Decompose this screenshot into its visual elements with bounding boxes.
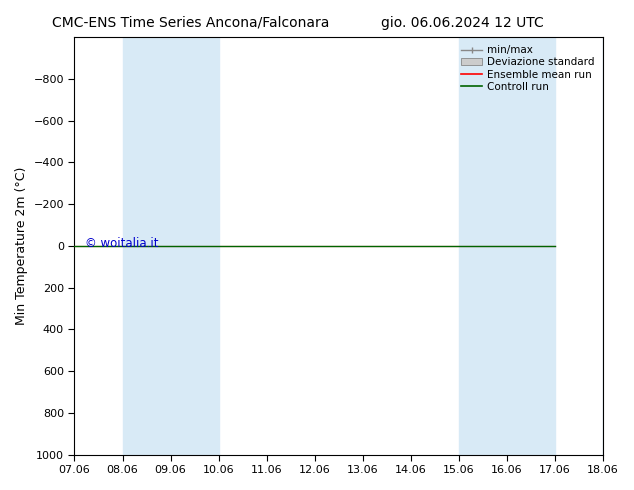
Text: gio. 06.06.2024 12 UTC: gio. 06.06.2024 12 UTC bbox=[382, 16, 544, 30]
Text: CMC-ENS Time Series Ancona/Falconara: CMC-ENS Time Series Ancona/Falconara bbox=[51, 16, 329, 30]
Bar bbox=[603, 37, 627, 455]
Y-axis label: Min Temperature 2m (°C): Min Temperature 2m (°C) bbox=[15, 167, 28, 325]
Bar bbox=[603, 37, 627, 455]
Bar bbox=[122, 37, 219, 455]
Text: © woitalia.it: © woitalia.it bbox=[85, 237, 158, 250]
Legend: min/max, Deviazione standard, Ensemble mean run, Controll run: min/max, Deviazione standard, Ensemble m… bbox=[458, 42, 598, 95]
Bar bbox=[459, 37, 555, 455]
